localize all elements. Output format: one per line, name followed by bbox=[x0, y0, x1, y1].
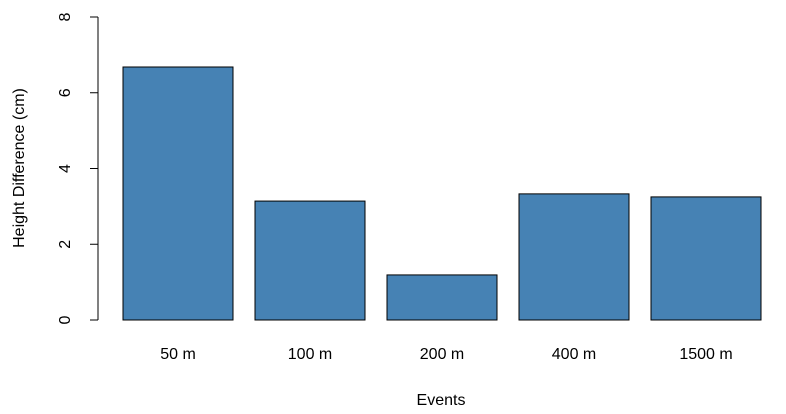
y-axis-label: Height Difference (cm) bbox=[11, 88, 28, 248]
x-tick-label: 100 m bbox=[288, 346, 332, 363]
bar bbox=[254, 200, 366, 321]
x-tick-label: 200 m bbox=[420, 346, 464, 363]
y-tick-label: 0 bbox=[57, 315, 74, 324]
y-tick-label: 8 bbox=[57, 12, 74, 21]
x-tick-label: 400 m bbox=[552, 346, 596, 363]
bar bbox=[386, 274, 498, 321]
y-tick-label: 2 bbox=[57, 240, 74, 249]
x-tick-label: 1500 m bbox=[679, 346, 732, 363]
x-tick-label: 50 m bbox=[160, 346, 196, 363]
x-axis-label: Events bbox=[417, 392, 466, 409]
bar bbox=[122, 66, 234, 321]
y-tick-label: 4 bbox=[57, 164, 74, 173]
bar bbox=[518, 193, 630, 321]
y-tick-label: 6 bbox=[57, 88, 74, 97]
bar bbox=[650, 196, 762, 321]
